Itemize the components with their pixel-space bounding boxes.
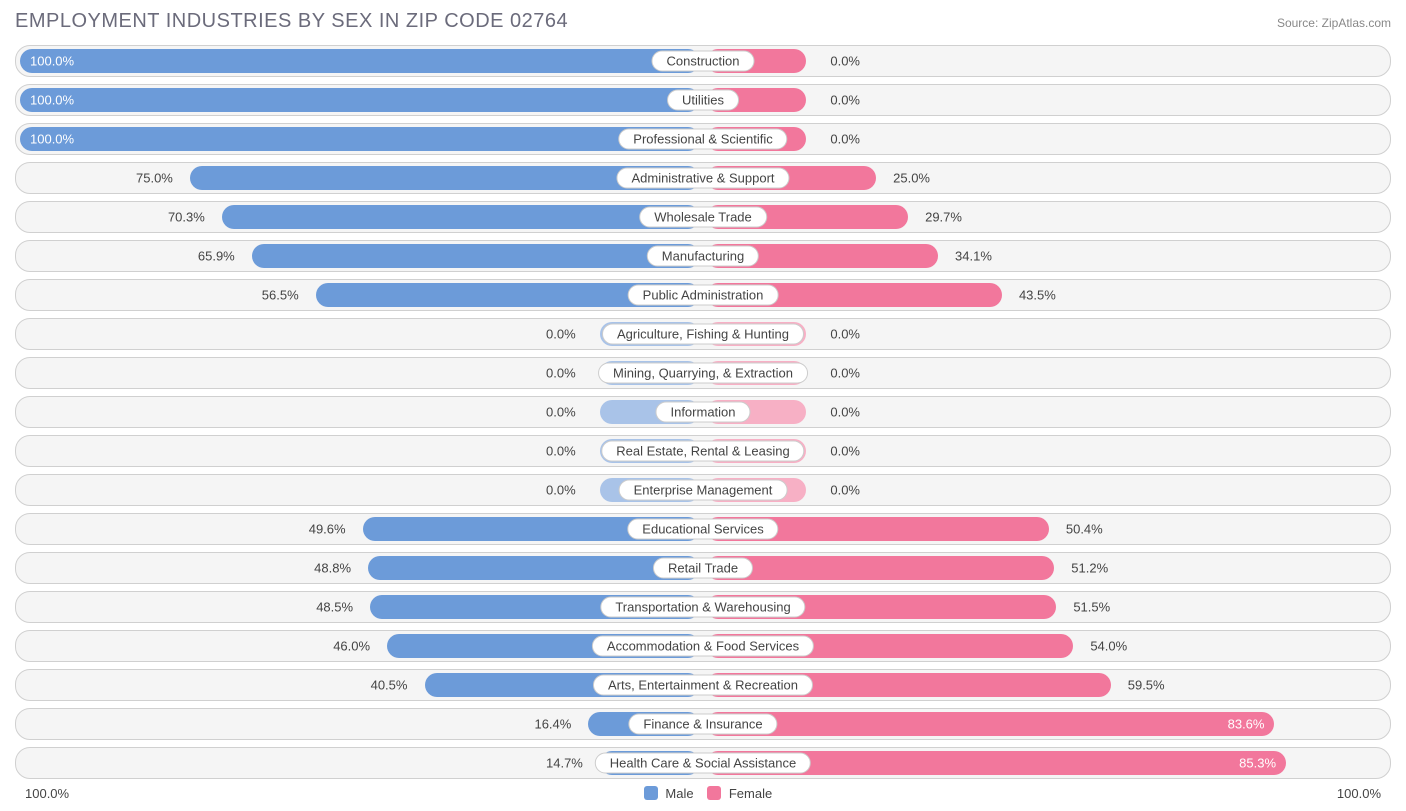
bar-row: 46.0% 54.0% Accommodation & Food Services	[15, 630, 1391, 662]
female-pct-label: 34.1%	[955, 249, 992, 264]
male-bar	[20, 49, 700, 73]
bar-row: 0.0% 0.0% Information	[15, 396, 1391, 428]
bar-row: 14.7% 85.3% Health Care & Social Assistanc…	[15, 747, 1391, 779]
female-pct-label: 0.0%	[830, 327, 860, 342]
male-pct-label: 56.5%	[262, 288, 299, 303]
male-pct-label: 0.0%	[546, 366, 576, 381]
female-pct-label: 50.4%	[1066, 522, 1103, 537]
male-pct-label: 70.3%	[168, 210, 205, 225]
male-pct-label: 48.5%	[316, 600, 353, 615]
chart-footer: 100.0% Male Female 100.0%	[15, 786, 1391, 801]
bar-row: 0.0% 0.0% Enterprise Management	[15, 474, 1391, 506]
female-pct-label: 54.0%	[1090, 639, 1127, 654]
category-label: Agriculture, Fishing & Hunting	[602, 324, 804, 345]
category-label: Mining, Quarrying, & Extraction	[598, 363, 808, 384]
category-label: Enterprise Management	[619, 480, 788, 501]
axis-left-label: 100.0%	[15, 786, 69, 801]
male-pct-label: 65.9%	[198, 249, 235, 264]
bar-row: 0.0% 0.0% Agriculture, Fishing & Hunting	[15, 318, 1391, 350]
legend-male-label: Male	[665, 786, 693, 801]
chart-source: Source: ZipAtlas.com	[1277, 16, 1391, 30]
female-pct-label: 43.5%	[1019, 288, 1056, 303]
category-label: Professional & Scientific	[618, 129, 787, 150]
bar-row: 0.0% 0.0% Mining, Quarrying, & Extraction	[15, 357, 1391, 389]
bar-row: 40.5% 59.5% Arts, Entertainment & Recreati…	[15, 669, 1391, 701]
category-label: Administrative & Support	[616, 168, 789, 189]
category-label: Finance & Insurance	[628, 714, 777, 735]
bar-row: 65.9% 34.1% Manufacturing	[15, 240, 1391, 272]
category-label: Transportation & Warehousing	[600, 597, 805, 618]
male-pct-label: 0.0%	[546, 327, 576, 342]
male-pct-label: 100.0%	[30, 132, 74, 147]
male-pct-label: 0.0%	[546, 444, 576, 459]
bar-row: 16.4% 83.6% Finance & Insurance	[15, 708, 1391, 740]
category-label: Retail Trade	[653, 558, 753, 579]
male-bar	[20, 88, 700, 112]
female-bar	[706, 712, 1274, 736]
female-pct-label: 51.2%	[1071, 561, 1108, 576]
male-swatch	[644, 786, 658, 800]
bar-row: 48.5% 51.5% Transportation & Warehousing	[15, 591, 1391, 623]
male-bar	[368, 556, 700, 580]
female-pct-label: 51.5%	[1073, 600, 1110, 615]
female-pct-label: 25.0%	[893, 171, 930, 186]
chart-title: EMPLOYMENT INDUSTRIES BY SEX IN ZIP CODE…	[15, 10, 568, 33]
male-bar	[222, 205, 700, 229]
bar-row: 100.0% 0.0% Utilities	[15, 84, 1391, 116]
category-label: Real Estate, Rental & Leasing	[601, 441, 804, 462]
category-label: Public Administration	[628, 285, 779, 306]
female-pct-label: 0.0%	[830, 132, 860, 147]
chart-body: 100.0% 0.0% Construction 100.0% 0.0% Utilitie…	[15, 45, 1391, 779]
bar-row: 75.0% 25.0% Administrative & Support	[15, 162, 1391, 194]
category-label: Health Care & Social Assistance	[595, 753, 811, 774]
bar-row: 100.0% 0.0% Professional & Scientific	[15, 123, 1391, 155]
bar-row: 0.0% 0.0% Real Estate, Rental & Leasing	[15, 435, 1391, 467]
female-pct-label: 0.0%	[830, 405, 860, 420]
female-pct-label: 59.5%	[1128, 678, 1165, 693]
chart-header: EMPLOYMENT INDUSTRIES BY SEX IN ZIP CODE…	[15, 10, 1391, 33]
male-pct-label: 75.0%	[136, 171, 173, 186]
female-pct-label: 0.0%	[830, 444, 860, 459]
male-pct-label: 14.7%	[546, 756, 583, 771]
female-pct-label: 85.3%	[1239, 756, 1276, 771]
female-pct-label: 0.0%	[830, 93, 860, 108]
male-pct-label: 100.0%	[30, 54, 74, 69]
male-pct-label: 16.4%	[534, 717, 571, 732]
category-label: Wholesale Trade	[639, 207, 767, 228]
female-pct-label: 0.0%	[830, 54, 860, 69]
bar-row: 56.5% 43.5% Public Administration	[15, 279, 1391, 311]
bar-row: 49.6% 50.4% Educational Services	[15, 513, 1391, 545]
bar-row: 100.0% 0.0% Construction	[15, 45, 1391, 77]
female-bar	[706, 556, 1054, 580]
category-label: Educational Services	[627, 519, 778, 540]
female-pct-label: 0.0%	[830, 483, 860, 498]
male-pct-label: 46.0%	[333, 639, 370, 654]
category-label: Construction	[652, 51, 755, 72]
category-label: Utilities	[667, 90, 739, 111]
male-pct-label: 0.0%	[546, 405, 576, 420]
female-swatch	[707, 786, 721, 800]
male-bar	[252, 244, 700, 268]
legend-female-label: Female	[729, 786, 772, 801]
category-label: Information	[655, 402, 750, 423]
axis-right-label: 100.0%	[1337, 786, 1391, 801]
bar-row: 48.8% 51.2% Retail Trade	[15, 552, 1391, 584]
male-pct-label: 40.5%	[371, 678, 408, 693]
male-pct-label: 100.0%	[30, 93, 74, 108]
male-pct-label: 48.8%	[314, 561, 351, 576]
male-pct-label: 49.6%	[309, 522, 346, 537]
male-pct-label: 0.0%	[546, 483, 576, 498]
category-label: Manufacturing	[647, 246, 759, 267]
category-label: Accommodation & Food Services	[592, 636, 814, 657]
male-bar	[20, 127, 700, 151]
female-pct-label: 83.6%	[1228, 717, 1265, 732]
legend: Male Female	[69, 786, 1337, 801]
female-pct-label: 0.0%	[830, 366, 860, 381]
female-pct-label: 29.7%	[925, 210, 962, 225]
category-label: Arts, Entertainment & Recreation	[593, 675, 813, 696]
bar-row: 70.3% 29.7% Wholesale Trade	[15, 201, 1391, 233]
